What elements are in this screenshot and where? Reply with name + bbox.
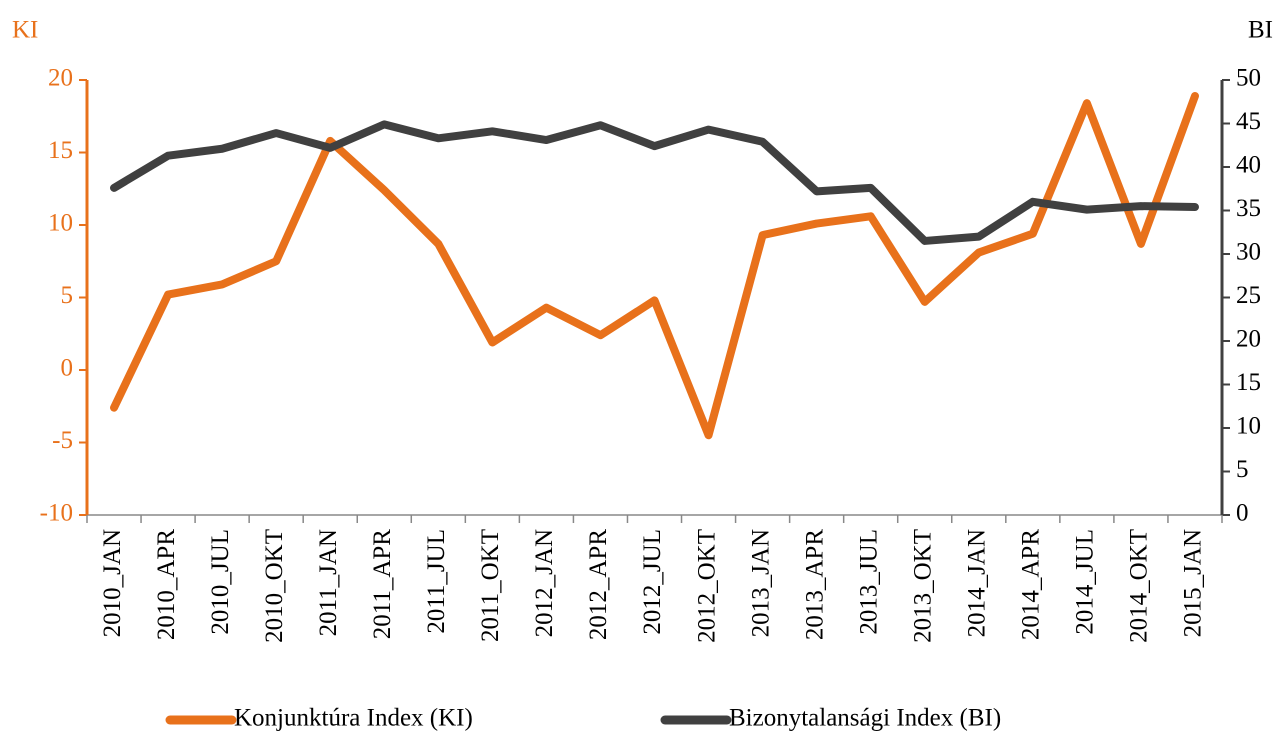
series-line [110, 120, 1199, 245]
x-tick-label: 2012_JUL [639, 529, 666, 635]
y2-tick-label: 10 [1236, 413, 1261, 440]
y2-tick-label: 25 [1236, 282, 1261, 309]
y2-tick-label: 20 [1236, 326, 1261, 353]
y-tick-label: -5 [52, 427, 73, 454]
x-tick-label: 2013_APR [801, 529, 828, 640]
legend-label: Bizonytalansági Index (BI) [729, 705, 1001, 732]
y2-tick-label: 30 [1236, 239, 1261, 266]
y2-axis-label: BI [1248, 17, 1273, 44]
x-tick-label: 2013_OKT [909, 529, 936, 643]
x-tick-label: 2011_OKT [477, 529, 504, 642]
x-tick-label: 2014_APR [1018, 529, 1045, 640]
y-tick-label: -10 [40, 500, 73, 527]
y2-tick-label: 5 [1236, 456, 1249, 483]
y-tick-label: 15 [48, 137, 73, 164]
x-tick-label: 2011_APR [369, 529, 396, 640]
x-tick-label: 2010_OKT [261, 529, 288, 643]
x-tick-label: 2012_JAN [531, 529, 558, 637]
y2-tick-label: 0 [1236, 500, 1249, 527]
y2-tick-label: 40 [1236, 152, 1261, 179]
x-tick-label: 2014_JUL [1072, 529, 1099, 635]
x-tick-label: 2011_JUL [423, 529, 450, 634]
y-tick-label: 5 [61, 282, 74, 309]
x-tick-label: 2010_JUL [207, 529, 234, 635]
y2-tick-label: 50 [1236, 65, 1261, 92]
series-line [110, 91, 1199, 440]
x-tick-label: 2013_JUL [855, 529, 882, 635]
x-tick-label: 2010_JAN [99, 529, 126, 637]
x-tick-label: 2012_APR [585, 529, 612, 640]
x-tick-label: 2014_JAN [964, 529, 991, 637]
y2-tick-label: 35 [1236, 195, 1261, 222]
x-tick-label: 2010_APR [153, 529, 180, 640]
x-tick-label: 2012_OKT [693, 529, 720, 643]
x-tick-label: 2015_JAN [1180, 529, 1207, 637]
y2-tick-label: 45 [1236, 108, 1261, 135]
y2-tick-label: 15 [1236, 369, 1261, 396]
y-tick-label: 10 [48, 210, 73, 237]
x-tick-label: 2014_OKT [1126, 529, 1153, 643]
y-tick-label: 20 [48, 65, 73, 92]
y-tick-label: 0 [61, 355, 74, 382]
x-tick-label: 2011_JAN [315, 529, 342, 636]
x-tick-label: 2013_JAN [747, 529, 774, 637]
legend-label: Konjunktúra Index (KI) [234, 705, 473, 732]
y-axis-label: KI [12, 17, 38, 44]
